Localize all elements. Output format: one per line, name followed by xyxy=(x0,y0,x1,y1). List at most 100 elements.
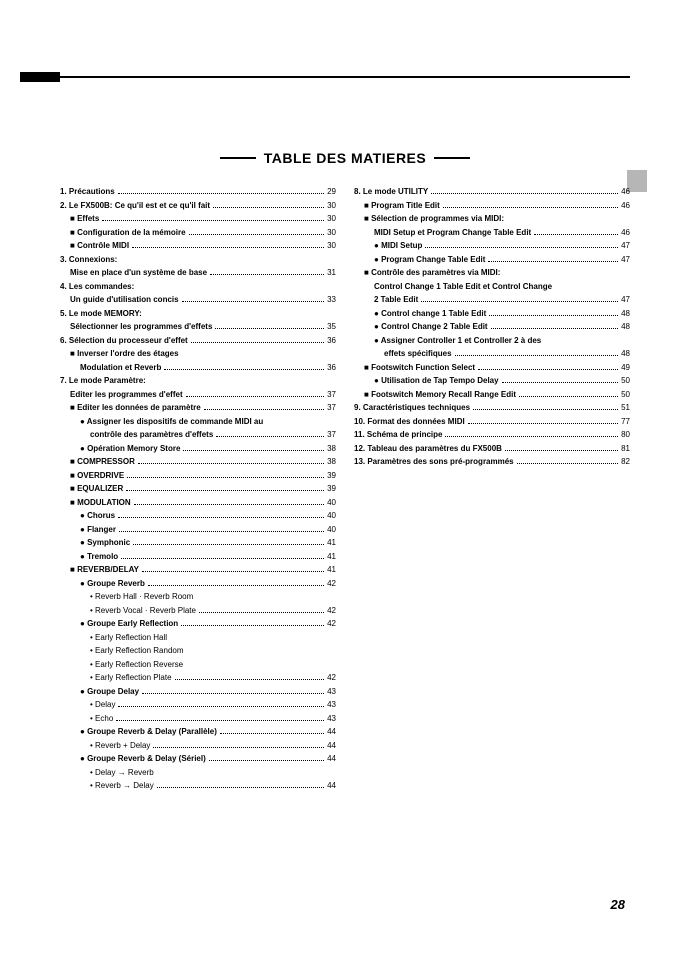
toc-label: Groupe Reverb & Delay (Sériel) xyxy=(80,753,206,765)
toc-page: 40 xyxy=(327,524,336,536)
title-dash-right xyxy=(434,157,470,159)
toc-page: 43 xyxy=(327,686,336,698)
toc-leader-dots xyxy=(455,355,619,356)
toc-label: 5. Le mode MEMORY: xyxy=(60,308,142,320)
toc-leader-dots xyxy=(189,234,325,235)
toc-page: 37 xyxy=(327,402,336,414)
toc-label: Contrôle des paramètres via MIDI: xyxy=(364,267,500,279)
toc-page: 48 xyxy=(621,348,630,360)
toc-page: 82 xyxy=(621,456,630,468)
page: TABLE DES MATIERES 1. Précautions292. Le… xyxy=(0,0,675,954)
toc-leader-dots xyxy=(118,517,324,518)
toc-page: 48 xyxy=(621,321,630,333)
toc-leader-dots xyxy=(126,490,324,491)
toc-page: 46 xyxy=(621,227,630,239)
toc-leader-dots xyxy=(118,193,324,194)
toc-label: 12. Tableau des paramètres du FX500B xyxy=(354,443,502,455)
toc-leader-dots xyxy=(186,396,324,397)
toc-entry: Symphonic41 xyxy=(60,537,336,549)
toc-page: 39 xyxy=(327,483,336,495)
toc-leader-dots xyxy=(199,612,324,613)
toc-entry: Early Reflection Random xyxy=(60,645,336,657)
toc-leader-dots xyxy=(488,261,618,262)
toc-leader-dots xyxy=(183,450,324,451)
toc-entry: 2. Le FX500B: Ce qu'il est et ce qu'il f… xyxy=(60,200,336,212)
toc-leader-dots xyxy=(445,436,618,437)
toc-label: Footswitch Function Select xyxy=(364,362,475,374)
toc-entry: 11. Schéma de principe 80 xyxy=(354,429,630,441)
toc-leader-dots xyxy=(210,274,324,275)
toc-page: 36 xyxy=(327,362,336,374)
toc-label: EQUALIZER xyxy=(70,483,123,495)
toc-page: 31 xyxy=(327,267,336,279)
toc-label: Symphonic xyxy=(80,537,130,549)
toc-page: 80 xyxy=(621,429,630,441)
toc-label: Groupe Reverb xyxy=(80,578,145,590)
toc-label: 10. Format des données MIDI xyxy=(354,416,465,428)
toc-columns: 1. Précautions292. Le FX500B: Ce qu'il e… xyxy=(60,186,630,794)
toc-page: 30 xyxy=(327,213,336,225)
toc-label: Assigner Controller 1 et Controller 2 à … xyxy=(374,335,541,347)
toc-leader-dots xyxy=(491,328,619,329)
toc-entry: Effets30 xyxy=(60,213,336,225)
toc-entry: 9. Caractéristiques techniques51 xyxy=(354,402,630,414)
toc-entry: Delay → Reverb xyxy=(60,767,336,779)
toc-page: 29 xyxy=(327,186,336,198)
toc-page: 33 xyxy=(327,294,336,306)
toc-page: 30 xyxy=(327,200,336,212)
toc-label: Program Title Edit xyxy=(364,200,440,212)
toc-page: 81 xyxy=(621,443,630,455)
toc-leader-dots xyxy=(534,234,618,235)
toc-label: Control Change 2 Table Edit xyxy=(374,321,488,333)
toc-label: 9. Caractéristiques techniques xyxy=(354,402,470,414)
toc-page: 46 xyxy=(621,200,630,212)
toc-page: 44 xyxy=(327,740,336,752)
toc-entry: 12. Tableau des paramètres du FX500B 81 xyxy=(354,443,630,455)
toc-leader-dots xyxy=(443,207,618,208)
toc-leader-dots xyxy=(478,369,618,370)
title-dash-left xyxy=(220,157,256,159)
toc-page: 38 xyxy=(327,443,336,455)
toc-label: Inverser l'ordre des étages xyxy=(70,348,179,360)
toc-entry: Contrôle des paramètres via MIDI: xyxy=(354,267,630,279)
toc-entry: Reverb Hall · Reverb Room xyxy=(60,591,336,603)
toc-entry: Assigner les dispositifs de commande MID… xyxy=(60,416,336,428)
toc-label: Reverb + Delay xyxy=(90,740,150,752)
toc-leader-dots xyxy=(215,328,324,329)
toc-entry: EQUALIZER 39 xyxy=(60,483,336,495)
toc-leader-dots xyxy=(164,369,324,370)
toc-label: Groupe Reverb & Delay (Parallèle) xyxy=(80,726,217,738)
toc-label: Editer les données de paramètre xyxy=(70,402,201,414)
toc-page: 46 xyxy=(621,186,630,198)
toc-leader-dots xyxy=(489,315,618,316)
toc-leader-dots xyxy=(142,571,324,572)
toc-entry: Groupe Delay43 xyxy=(60,686,336,698)
toc-entry: Early Reflection Reverse xyxy=(60,659,336,671)
toc-entry: Tremolo41 xyxy=(60,551,336,563)
toc-page: 43 xyxy=(327,713,336,725)
toc-label: Early Reflection Random xyxy=(90,645,184,657)
toc-right-column: 8. Le mode UTILITY46Program Title Edit46… xyxy=(354,186,630,794)
toc-page: 44 xyxy=(327,780,336,792)
toc-label: Flanger xyxy=(80,524,116,536)
toc-entry: Control Change 1 Table Edit et Control C… xyxy=(354,281,630,293)
toc-label: Reverb Vocal · Reverb Plate xyxy=(90,605,196,617)
toc-leader-dots xyxy=(142,693,324,694)
toc-page: 36 xyxy=(327,335,336,347)
toc-label: Delay → Reverb xyxy=(90,767,154,779)
toc-leader-dots xyxy=(119,531,324,532)
toc-page: 41 xyxy=(327,564,336,576)
toc-entry: Opération Memory Store 38 xyxy=(60,443,336,455)
toc-page: 50 xyxy=(621,389,630,401)
toc-label: Opération Memory Store xyxy=(80,443,180,455)
toc-page: 42 xyxy=(327,618,336,630)
toc-label: Footswitch Memory Recall Range Edit xyxy=(364,389,516,401)
toc-leader-dots xyxy=(157,787,324,788)
toc-leader-dots xyxy=(502,382,619,383)
toc-label: MIDI Setup et Program Change Table Edit xyxy=(374,227,531,239)
page-number: 28 xyxy=(611,897,625,912)
toc-entry: COMPRESSOR38 xyxy=(60,456,336,468)
toc-label: 11. Schéma de principe xyxy=(354,429,442,441)
toc-entry: Configuration de la mémoire30 xyxy=(60,227,336,239)
toc-entry: Editer les données de paramètre 37 xyxy=(60,402,336,414)
